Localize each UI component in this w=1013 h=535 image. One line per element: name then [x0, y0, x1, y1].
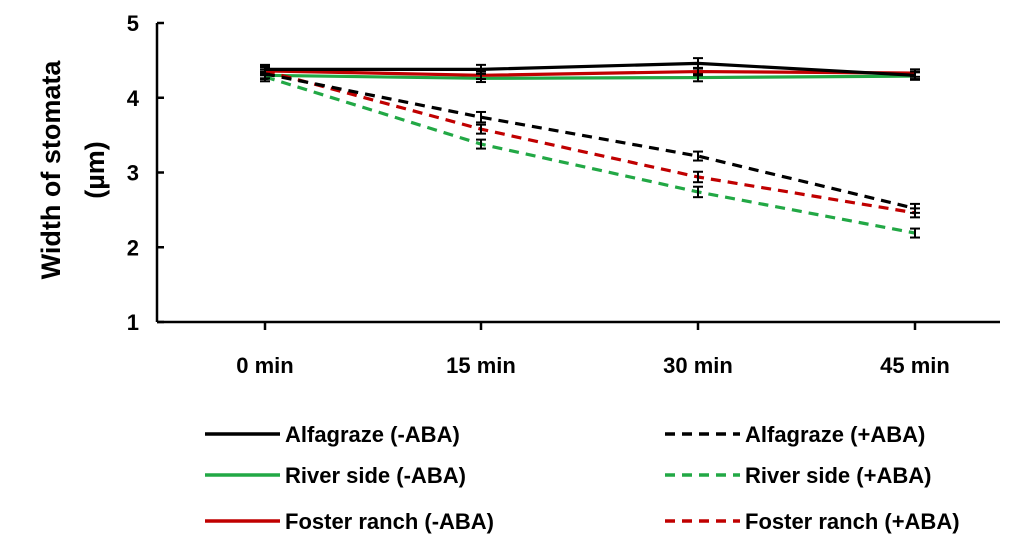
- y-tick-label: 4: [127, 86, 140, 111]
- series-line: [264, 69, 916, 215]
- series-line: [265, 61, 916, 77]
- legend-item: Alfagraze (-ABA): [205, 422, 460, 447]
- series-line: [264, 72, 916, 210]
- x-tick-label: 15 min: [446, 353, 516, 378]
- x-tick-label: 30 min: [663, 353, 733, 378]
- series-lines: [260, 57, 920, 239]
- legend: Alfagraze (-ABA) Alfagraze (+ABA) River si…: [205, 422, 960, 534]
- y-tick-label: 3: [127, 161, 139, 186]
- legend-label: Foster ranch (+ABA): [745, 509, 960, 534]
- y-axis-title-line: Width of stomata: [36, 60, 66, 280]
- legend-item: Foster ranch (-ABA): [205, 509, 494, 534]
- y-axis-title: Width of stomata (µm): [36, 60, 110, 280]
- series-line: [264, 69, 916, 77]
- x-tick-label: 45 min: [880, 353, 950, 378]
- legend-label: Alfagraze (+ABA): [745, 422, 925, 447]
- y-tick-label: 2: [127, 235, 139, 260]
- legend-item: River side (-ABA): [205, 463, 466, 488]
- series-alfagraze-aba: [260, 68, 920, 214]
- series-line: [264, 75, 916, 235]
- series-river-side-aba: [260, 71, 920, 239]
- legend-item: River side (+ABA): [665, 463, 931, 488]
- x-tick-label: 0 min: [236, 353, 293, 378]
- y-ticks: 1 2 3 4 5: [127, 11, 164, 335]
- legend-label: River side (-ABA): [285, 463, 466, 488]
- legend-item: Alfagraze (+ABA): [665, 422, 925, 447]
- y-axis-label: Width of stomata (µm): [36, 60, 110, 280]
- legend-label: River side (+ABA): [745, 463, 931, 488]
- series-alfagraze-aba: [260, 57, 920, 81]
- series-foster-ranch-aba: [260, 65, 920, 219]
- legend-label: Foster ranch (-ABA): [285, 509, 494, 534]
- legend-label: Alfagraze (-ABA): [285, 422, 460, 447]
- y-tick-label: 5: [127, 11, 139, 36]
- x-ticks: 0 min 15 min 30 min 45 min: [236, 322, 950, 378]
- y-tick-label: 1: [127, 310, 139, 335]
- series-line: [264, 73, 916, 80]
- legend-item: Foster ranch (+ABA): [665, 509, 960, 534]
- y-axis-title-line: (µm): [80, 141, 110, 199]
